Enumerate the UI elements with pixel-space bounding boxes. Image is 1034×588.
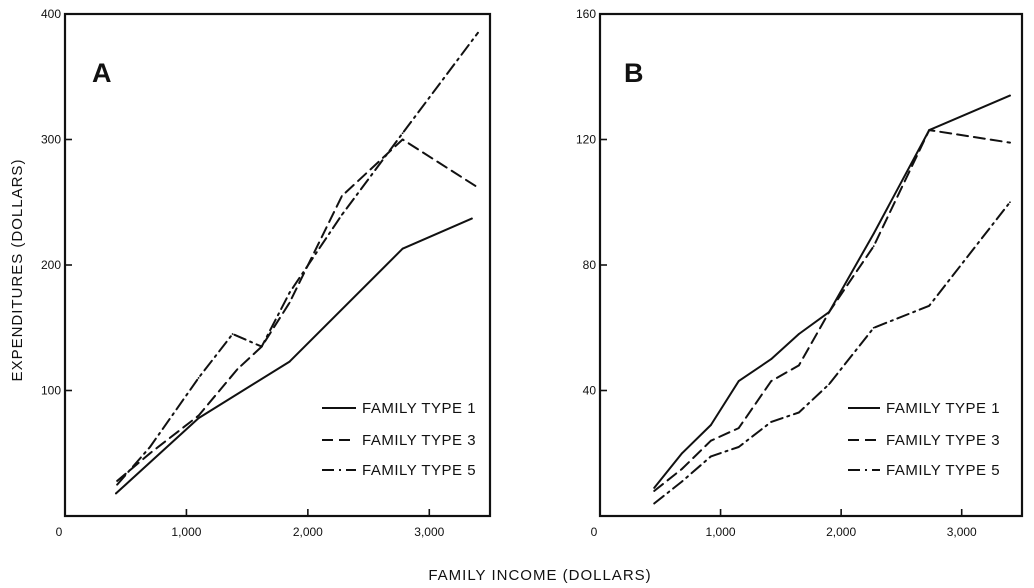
data-point [653,490,656,492]
data-point [653,502,656,505]
data-point [798,364,800,367]
data-point [798,333,800,335]
data-point [401,132,404,135]
y-tick-label: 300 [41,133,61,147]
x-tick-label: 1,000 [706,525,736,539]
data-point [828,311,830,313]
data-point [828,383,830,386]
legend-label: FAMILY TYPE 1 [362,400,476,417]
y-tick-label: 80 [583,258,597,272]
data-point [115,492,117,495]
data-point [149,452,151,455]
data-point [1009,201,1011,204]
data-point [1009,141,1011,144]
legend-label: FAMILY TYPE 1 [886,400,1000,417]
data-point [798,411,800,414]
panel-letter: A [92,58,112,88]
data-point [1009,94,1011,97]
legend-label: FAMILY TYPE 3 [886,432,1000,449]
data-point [710,439,712,442]
data-point [401,138,404,141]
data-point [737,380,740,382]
panel-letter: B [624,58,644,88]
y-tick-label: 400 [41,7,61,21]
data-point [231,333,234,335]
data-point [236,368,239,371]
x-tick-label: 1,000 [171,525,201,539]
data-point [401,247,404,250]
data-point [197,377,200,379]
y-axis-title: EXPENDITURES (DOLLARS) [9,159,26,382]
series-line-family-type-1 [115,217,473,495]
data-point [476,31,479,34]
y-tick-label: 120 [576,133,596,147]
x-axis-title: FAMILY INCOME (DOLLARS) [428,567,651,584]
panel-a-chart: 100 200 300 400 0 1,000 2,000 3,000 FAMILY TYPE … [41,7,492,539]
data-point [653,486,656,489]
data-point [710,424,712,426]
data-point [197,414,200,417]
data-point [340,213,343,216]
data-point [288,360,291,363]
data-point [288,291,291,294]
x-tick-label: 0 [56,525,63,539]
data-point [197,417,200,420]
y-tick-label: 40 [583,384,597,398]
x-tick-label: 3,000 [947,525,977,539]
legend-label: FAMILY TYPE 5 [886,462,1000,479]
data-point [770,358,773,361]
data-point [681,480,683,483]
data-point [928,129,931,131]
x-tick-label: 2,000 [826,525,856,539]
data-point [681,452,683,455]
panel-b-chart: 40 80 120 160 0 1,000 2,000 3,000 FAMILY TYPE 1 F… [576,7,1024,539]
data-point [116,479,119,482]
data-point [737,427,740,430]
data-point [260,345,263,348]
y-tick-label: 200 [41,258,61,272]
x-tick-label: 3,000 [414,525,444,539]
x-tick-label: 2,000 [293,525,323,539]
legend-label: FAMILY TYPE 3 [362,432,476,449]
data-point [872,232,875,235]
data-point [872,245,875,248]
data-point [710,455,712,458]
data-point [737,446,740,448]
data-point [681,468,683,470]
x-tick-label: 0 [591,525,598,539]
data-point [474,185,477,187]
y-tick-label: 100 [41,384,61,398]
series-line-family-type-5 [653,201,1011,505]
series-line-family-type-3 [653,129,1011,492]
data-point [770,380,773,382]
data-point [872,326,875,329]
series-line-family-type-1 [653,94,1011,489]
data-point [340,195,343,197]
data-point [928,304,931,307]
data-point [116,483,119,486]
legend-label: FAMILY TYPE 5 [362,462,476,479]
data-point [288,301,291,304]
data-point [470,217,473,220]
y-tick-label: 160 [576,7,596,21]
data-point [149,446,151,448]
data-point [770,420,773,423]
series-line-family-type-3 [116,138,477,482]
